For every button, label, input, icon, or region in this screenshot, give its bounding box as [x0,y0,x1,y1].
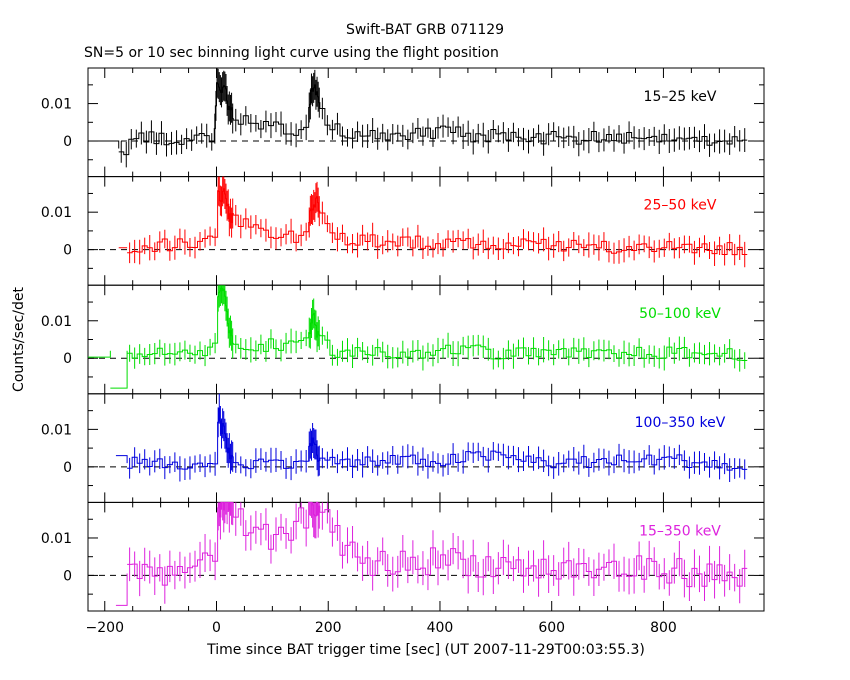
panel-frame [87,393,765,503]
x-tick-label: −200 [86,620,124,636]
light-curve-segment [88,140,120,149]
chart-subtitle: SN=5 or 10 sec binning light curve using… [84,45,499,61]
band-label: 50–100 keV [639,306,721,322]
y-tick-label: 0 [63,568,72,584]
light-curve-line [127,287,748,362]
y-tick-label: 0.01 [41,531,72,547]
light-curve-segment [115,573,128,606]
x-axis-label: Time since BAT trigger time [sec] (UT 20… [206,642,645,658]
error-bars [129,393,746,483]
error-bars [129,285,746,372]
y-tick-label: 0 [63,134,72,150]
band-label: 15–350 keV [639,523,721,539]
x-tick-label: 600 [538,620,565,636]
band-label: 100–350 keV [635,415,726,431]
light-curve-line [127,501,748,588]
error-bars [129,176,746,268]
error-bars [120,68,746,168]
panel-frame [87,67,765,178]
light-curve-segment [115,455,128,464]
light-curve-line [127,188,748,256]
panel-frame [87,501,765,612]
y-axis-label: Counts/sec/det [11,287,27,392]
x-tick-label: 800 [650,620,677,636]
light-curve-segment [110,350,128,389]
y-tick-label: 0 [63,243,72,259]
y-tick-label: 0 [63,351,72,367]
error-bars [129,502,746,604]
chart-title: Swift-BAT GRB 071129 [345,22,505,38]
y-tick-label: 0.01 [41,422,72,438]
panel-frame [87,176,765,286]
y-tick-label: 0 [63,460,72,476]
light-curve-segment [88,350,111,358]
band-label: 25–50 keV [644,198,717,214]
x-tick-label: 200 [315,620,342,636]
light-curve-line [127,408,748,471]
panel-frame [87,284,765,395]
band-label: 15–25 keV [644,89,717,105]
x-tick-label: 0 [212,620,221,636]
y-tick-label: 0.01 [41,205,72,221]
y-tick-label: 0.01 [41,97,72,113]
x-tick-label: 400 [427,620,454,636]
y-tick-label: 0.01 [41,314,72,330]
